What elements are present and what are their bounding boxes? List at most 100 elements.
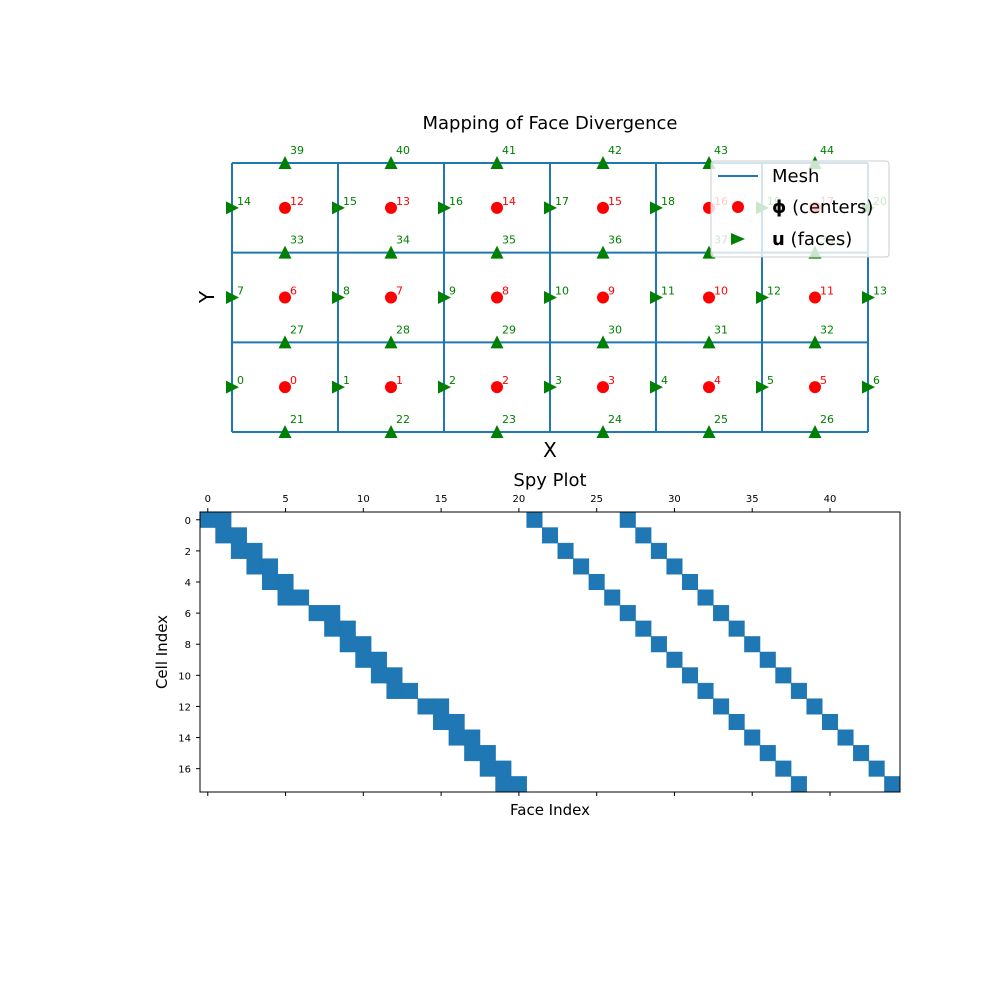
spy-nonzero-cell bbox=[650, 636, 667, 653]
face-point-y bbox=[490, 335, 504, 349]
spy-nonzero-cell bbox=[417, 698, 434, 715]
spy-nonzero-cell bbox=[821, 713, 839, 731]
center-index-label: 1 bbox=[396, 374, 403, 387]
face-point-y bbox=[596, 335, 610, 349]
face-index-label: 16 bbox=[449, 195, 463, 208]
face-point-x bbox=[650, 290, 663, 304]
face-point-y bbox=[490, 425, 504, 438]
spy-y-tick-label: 2 bbox=[185, 547, 191, 558]
spy-x-tick-label: 0 bbox=[205, 494, 211, 505]
face-point-y bbox=[384, 155, 398, 169]
face-index-label: 33 bbox=[290, 234, 304, 247]
spy-y-tick-label: 14 bbox=[178, 734, 191, 745]
face-index-label: 36 bbox=[608, 234, 622, 247]
face-index-label: 41 bbox=[502, 144, 516, 157]
spy-nonzero-cell bbox=[697, 682, 714, 699]
face-point-x bbox=[332, 290, 345, 304]
legend-faces-text: (faces) bbox=[785, 229, 852, 250]
legend-faces-symbol: u bbox=[772, 229, 785, 250]
face-index-label: 29 bbox=[502, 323, 516, 336]
spy-nonzero-cell bbox=[261, 573, 279, 591]
center-point bbox=[491, 381, 503, 394]
spy-nonzero-cell bbox=[697, 589, 714, 606]
spy-nonzero-cell bbox=[246, 558, 263, 575]
spy-nonzero-cell bbox=[604, 589, 621, 606]
face-point-x bbox=[332, 201, 345, 215]
spy-y-tick-label: 8 bbox=[185, 640, 191, 651]
face-point-x bbox=[438, 290, 451, 304]
spy-nonzero-cell bbox=[713, 605, 730, 622]
face-point-x bbox=[862, 290, 875, 304]
spy-nonzero-cell bbox=[790, 776, 807, 793]
legend-frame bbox=[710, 160, 890, 258]
face-point-y bbox=[808, 425, 822, 438]
spy-nonzero-cell bbox=[339, 636, 356, 653]
spy-nonzero-cell bbox=[261, 558, 279, 575]
mesh-points: 0123456789101112131415161701234567891011… bbox=[226, 144, 887, 438]
spy-nonzero-cell bbox=[790, 682, 807, 699]
face-index-label: 13 bbox=[873, 284, 887, 297]
face-point-y bbox=[278, 425, 292, 438]
spy-nonzero-cell bbox=[853, 745, 870, 762]
center-index-label: 6 bbox=[290, 284, 297, 297]
face-point-y bbox=[384, 425, 398, 438]
spy-cells bbox=[199, 511, 901, 793]
legend-mesh-label: Mesh bbox=[772, 166, 819, 187]
spy-nonzero-cell bbox=[728, 620, 745, 637]
spy-nonzero-cell bbox=[681, 667, 699, 684]
spy-y-tick-label: 12 bbox=[178, 702, 191, 713]
spy-nonzero-cell bbox=[433, 698, 450, 715]
center-point bbox=[809, 291, 821, 304]
center-point bbox=[385, 201, 397, 214]
center-index-label: 15 bbox=[608, 195, 622, 208]
spy-nonzero-cell bbox=[355, 651, 372, 668]
face-index-label: 25 bbox=[714, 413, 728, 426]
mesh-x-axis-label: X bbox=[543, 438, 557, 462]
face-index-label: 3 bbox=[555, 374, 562, 387]
spy-nonzero-cell bbox=[339, 620, 356, 637]
spy-nonzero-cell bbox=[744, 636, 761, 653]
face-point-x bbox=[544, 290, 557, 304]
spy-nonzero-cell bbox=[541, 527, 559, 544]
face-index-label: 21 bbox=[290, 413, 304, 426]
face-index-label: 44 bbox=[820, 144, 834, 157]
spy-nonzero-cell bbox=[806, 698, 823, 715]
spy-nonzero-cell bbox=[386, 682, 403, 699]
spy-x-tick-label: 20 bbox=[513, 494, 526, 505]
spy-nonzero-cell bbox=[464, 745, 481, 762]
spy-nonzero-cell bbox=[448, 729, 465, 746]
legend-faces-swatch bbox=[731, 233, 745, 245]
spy-nonzero-cell bbox=[588, 573, 605, 591]
spy-nonzero-cell bbox=[370, 667, 387, 684]
spy-nonzero-cell bbox=[215, 527, 232, 544]
face-index-label: 34 bbox=[396, 234, 410, 247]
spy-nonzero-cell bbox=[837, 729, 854, 746]
face-index-label: 0 bbox=[237, 374, 244, 387]
spy-nonzero-cell bbox=[386, 667, 403, 684]
spy-nonzero-cell bbox=[464, 729, 481, 746]
center-point bbox=[491, 201, 503, 214]
face-index-label: 28 bbox=[396, 323, 410, 336]
face-point-x bbox=[756, 290, 769, 304]
face-point-y bbox=[596, 425, 610, 438]
face-point-y bbox=[702, 335, 716, 349]
spy-x-tick-label: 5 bbox=[282, 494, 288, 505]
face-index-label: 11 bbox=[661, 284, 675, 297]
spy-nonzero-cell bbox=[510, 776, 527, 793]
face-point-x bbox=[650, 201, 663, 215]
spy-nonzero-cell bbox=[433, 713, 450, 731]
spy-plot-frame bbox=[199, 511, 901, 793]
face-index-label: 8 bbox=[343, 284, 350, 297]
center-point bbox=[703, 291, 715, 304]
face-index-label: 42 bbox=[608, 144, 622, 157]
spy-y-tick-label: 0 bbox=[185, 516, 191, 527]
face-point-x bbox=[332, 380, 345, 394]
spy-nonzero-cell bbox=[355, 636, 372, 653]
legend-centers-text: (centers) bbox=[786, 197, 873, 218]
spy-nonzero-cell bbox=[324, 620, 341, 637]
spy-nonzero-cell bbox=[246, 542, 263, 559]
face-point-y bbox=[596, 245, 610, 259]
center-point bbox=[703, 381, 715, 394]
spy-x-tick-label: 25 bbox=[590, 494, 603, 505]
face-point-y bbox=[702, 425, 716, 438]
